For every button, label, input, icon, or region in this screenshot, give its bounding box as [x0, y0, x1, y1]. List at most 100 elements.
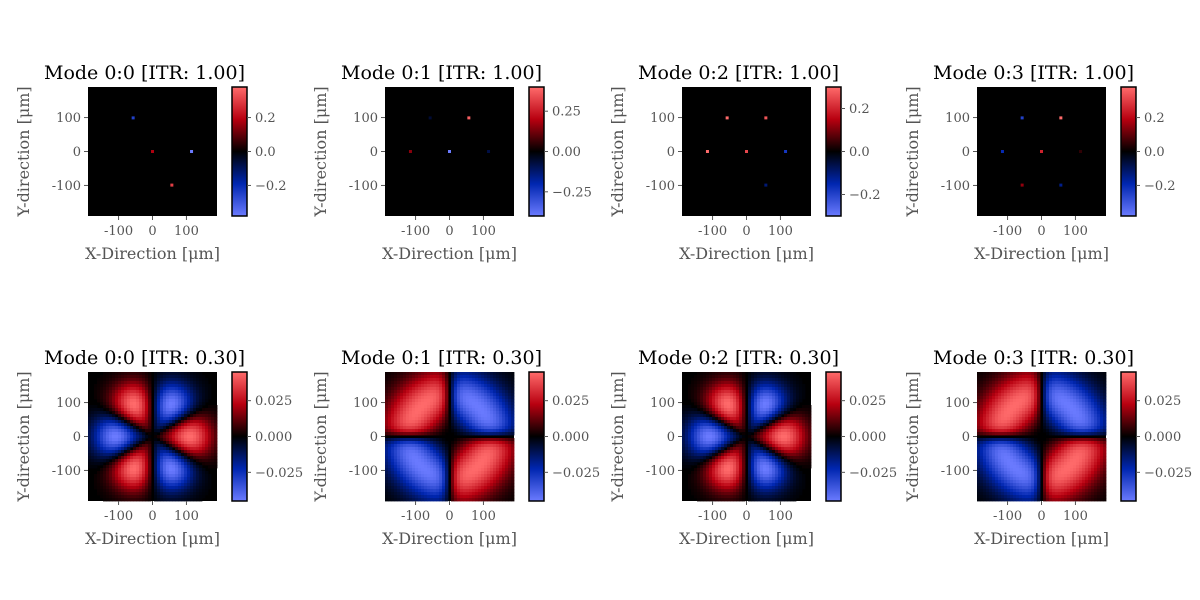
heatmap-cell	[721, 384, 725, 388]
heatmap-cell	[178, 390, 182, 394]
heatmap-cell	[175, 381, 179, 385]
heatmap-cell	[493, 411, 497, 415]
heatmap-cell	[94, 414, 98, 418]
heatmap-cell	[94, 474, 98, 478]
heatmap-cell	[130, 498, 134, 502]
heatmap-cell	[733, 414, 737, 418]
heatmap-cell	[709, 477, 713, 481]
heatmap-cell	[181, 393, 185, 397]
heatmap-cell	[793, 390, 797, 394]
heatmap-cell	[445, 429, 449, 433]
heatmap-cell	[388, 471, 392, 475]
heatmap-cell	[172, 378, 176, 382]
heatmap-cell	[394, 417, 398, 421]
heatmap-cell	[109, 435, 113, 439]
heatmap-cell	[748, 375, 752, 379]
heatmap-cell	[169, 414, 173, 418]
heatmap-cell	[451, 495, 455, 499]
heatmap-cell	[685, 423, 689, 427]
heatmap-cell	[388, 474, 392, 478]
heatmap-cell	[445, 420, 449, 424]
heatmap-cell	[178, 372, 182, 376]
heatmap-cell	[451, 387, 455, 391]
heatmap-cell	[739, 420, 743, 424]
heatmap-cell	[742, 456, 746, 460]
heatmap-cell	[148, 417, 152, 421]
heatmap-cell	[775, 420, 779, 424]
heatmap-cell	[409, 381, 413, 385]
heatmap-cell	[472, 396, 476, 400]
heatmap-cell	[421, 381, 425, 385]
heatmap-cell	[100, 381, 104, 385]
heatmap-cell	[118, 396, 122, 400]
heatmap-cell	[154, 414, 158, 418]
heatmap-cell	[784, 405, 788, 409]
heatmap-cell	[160, 411, 164, 415]
heatmap-cell	[718, 435, 722, 439]
heatmap-cell	[391, 492, 395, 496]
heatmap-cell	[496, 390, 500, 394]
heatmap-cell	[805, 456, 809, 460]
heatmap-cell	[496, 447, 500, 451]
heatmap-cell	[394, 465, 398, 469]
heatmap-cell	[481, 423, 485, 427]
heatmap-cell	[508, 486, 512, 490]
heatmap-cell	[487, 396, 491, 400]
heatmap-cell	[391, 390, 395, 394]
heatmap-cell	[775, 378, 779, 382]
heatmap-cell	[103, 444, 107, 448]
heatmap-cell	[802, 408, 806, 412]
heatmap-cell	[475, 408, 479, 412]
heatmap-cell	[127, 393, 131, 397]
heatmap-cell	[490, 420, 494, 424]
heatmap-cell	[142, 420, 146, 424]
heatmap-cell	[91, 435, 95, 439]
heatmap-cell	[718, 399, 722, 403]
heatmap-cell	[385, 405, 389, 409]
heatmap-cell	[196, 384, 200, 388]
heatmap-cell	[490, 426, 494, 430]
heatmap-cell	[139, 378, 143, 382]
heatmap-cell	[139, 390, 143, 394]
heatmap-cell	[199, 378, 203, 382]
heatmap-cell	[172, 453, 176, 457]
heatmap-cell	[154, 438, 158, 442]
heatmap-cell	[100, 399, 104, 403]
heatmap-cell	[472, 465, 476, 469]
heatmap-cell	[457, 432, 461, 436]
heatmap-cell	[487, 456, 491, 460]
heatmap-cell	[106, 396, 110, 400]
heatmap-cell	[712, 378, 716, 382]
heatmap-cell	[718, 387, 722, 391]
heatmap-cell	[205, 420, 209, 424]
heatmap-cell	[166, 462, 170, 466]
heatmap-cell	[115, 477, 119, 481]
heatmap-cell	[418, 432, 422, 436]
heatmap-cell	[193, 495, 197, 499]
heatmap-cell	[475, 378, 479, 382]
heatmap-cell	[394, 480, 398, 484]
heatmap-cell	[157, 480, 161, 484]
heatmap-cell	[748, 453, 752, 457]
heatmap-cell	[199, 417, 203, 421]
heatmap-cell	[766, 420, 770, 424]
heatmap-cell	[724, 393, 728, 397]
heatmap-cell	[109, 474, 113, 478]
heatmap-cell	[100, 414, 104, 418]
heatmap-cell	[463, 402, 467, 406]
core-point	[705, 150, 709, 153]
heatmap-cell	[706, 426, 710, 430]
heatmap-cell	[766, 399, 770, 403]
heatmap-cell	[793, 459, 797, 463]
heatmap-cell	[763, 411, 767, 415]
heatmap-cell	[205, 396, 209, 400]
heatmap-cell	[445, 459, 449, 463]
heatmap-cell	[166, 468, 170, 472]
heatmap-cell	[505, 447, 509, 451]
heatmap-cell	[781, 417, 785, 421]
heatmap-cell	[424, 459, 428, 463]
heatmap-cell	[166, 432, 170, 436]
heatmap-cell	[751, 378, 755, 382]
heatmap-cell	[772, 459, 776, 463]
heatmap-cell	[94, 444, 98, 448]
